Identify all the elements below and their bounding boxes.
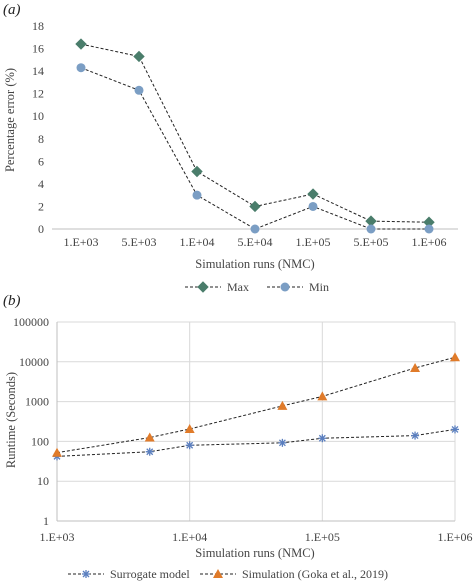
panel-label-a: (a) — [3, 2, 21, 18]
y-ticks-a: 0 2 4 6 8 10 12 14 16 18 — [32, 19, 44, 236]
legend-marker-surrogate — [82, 570, 90, 578]
legend-a: Max Min — [185, 280, 329, 294]
y-ticks-b: 1 10 100 1000 10000 100000 — [13, 315, 49, 528]
x-tick-label-a: 1.E+03 — [63, 235, 98, 249]
x-tick-label-a: 1.E+04 — [179, 235, 214, 249]
x-axis-title-b: Simulation runs (NMC) — [195, 546, 314, 560]
data-point-max — [307, 188, 319, 200]
y-tick-label-b: 10000 — [19, 355, 49, 369]
data-point-surrogate — [185, 441, 194, 450]
x-tick-label-b: 1.E+03 — [39, 530, 74, 544]
data-point-simulation — [277, 400, 288, 410]
series-b — [52, 352, 460, 461]
y-tick-label-a: 14 — [32, 64, 44, 78]
y-tick-label-a: 4 — [38, 177, 44, 191]
legend-label-max: Max — [227, 280, 249, 294]
data-point-min — [134, 85, 144, 95]
data-point-min — [192, 190, 202, 200]
y-tick-label-a: 8 — [38, 132, 44, 146]
legend-marker-min — [280, 282, 290, 292]
x-tick-label-a: 1.E+05 — [295, 235, 330, 249]
y-tick-label-b: 10 — [37, 474, 49, 488]
x-tick-label-a: 5.E+04 — [237, 235, 272, 249]
y-axis-title-b: Runtime (Seconds) — [4, 372, 18, 468]
x-tick-label-a: 5.E+05 — [353, 235, 388, 249]
x-axis-title-a: Simulation runs (NMC) — [195, 257, 314, 271]
data-point-max — [75, 38, 87, 50]
y-tick-label-b: 1 — [43, 514, 49, 528]
x-tick-label-a: 1.E+06 — [411, 235, 446, 249]
data-point-simulation — [52, 447, 62, 457]
data-point-surrogate — [411, 431, 420, 440]
data-point-simulation — [450, 352, 460, 362]
data-point-surrogate — [451, 425, 459, 434]
data-point-max — [249, 200, 261, 213]
series-line-max — [80, 43, 430, 223]
data-point-simulation — [144, 432, 155, 442]
data-point-min — [366, 224, 376, 234]
legend-label-simulation: Simulation (Goka et al., 2019) — [242, 567, 388, 581]
data-point-min — [308, 201, 318, 211]
x-tick-label-b: 1.E+06 — [437, 530, 472, 544]
y-tick-label-a: 16 — [32, 42, 44, 56]
y-tick-label-b: 100 — [31, 434, 49, 448]
data-point-max — [191, 165, 203, 178]
data-point-min — [424, 224, 434, 234]
data-point-simulation — [184, 423, 195, 433]
legend-marker-max — [197, 281, 209, 293]
y-tick-label-a: 6 — [38, 154, 44, 168]
grid-b — [56, 321, 456, 522]
y-tick-label-a: 12 — [32, 87, 44, 101]
data-point-surrogate — [278, 438, 287, 447]
data-point-surrogate — [145, 447, 154, 456]
chart-a: (a) 0 2 4 6 8 10 12 14 16 18 1.E+03 5.E+03 1.E+04 5.… — [3, 2, 458, 294]
y-tick-label-a: 18 — [32, 19, 44, 33]
legend-marker-simulation — [213, 569, 223, 578]
legend-label-surrogate: Surrogate model — [110, 567, 190, 581]
data-point-simulation — [317, 391, 328, 401]
x-tick-label-a: 5.E+03 — [121, 235, 156, 249]
x-tick-label-b: 1.E+05 — [305, 530, 340, 544]
y-axis-title-a: Percentage error (%) — [3, 68, 17, 172]
data-point-min — [250, 224, 260, 234]
data-point-surrogate — [318, 434, 327, 443]
y-tick-label-b: 100000 — [13, 315, 49, 329]
panel-label-b: (b) — [3, 293, 21, 309]
y-tick-label-b: 1000 — [25, 395, 49, 409]
x-tick-label-b: 1.E+04 — [172, 530, 207, 544]
x-ticks-b: 1.E+03 1.E+04 1.E+05 1.E+06 — [39, 530, 472, 544]
legend-b: Surrogate model Simulation (Goka et al., … — [68, 567, 388, 581]
x-ticks-a: 1.E+03 5.E+03 1.E+04 5.E+04 1.E+05 5.E+05 1.E+… — [63, 235, 446, 249]
data-point-max — [133, 50, 145, 63]
series-a — [75, 38, 435, 234]
series-line-simulation — [56, 356, 456, 454]
y-tick-label-a: 0 — [38, 222, 44, 236]
y-tick-label-a: 10 — [32, 109, 44, 123]
y-tick-label-a: 2 — [38, 199, 44, 213]
legend-label-min: Min — [309, 280, 329, 294]
data-point-simulation — [410, 362, 421, 372]
data-point-min — [76, 63, 86, 73]
